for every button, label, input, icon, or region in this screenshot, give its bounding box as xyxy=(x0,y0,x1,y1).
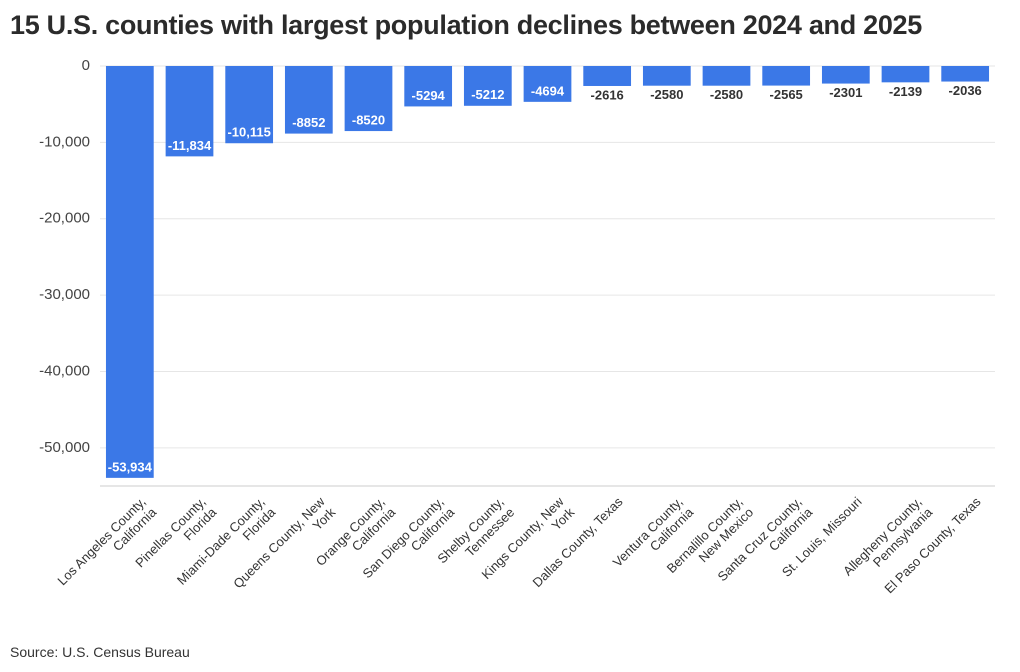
value-label: -4694 xyxy=(531,83,565,98)
chart-title: 15 U.S. counties with largest population… xyxy=(10,10,922,40)
bar xyxy=(821,66,870,84)
value-label: -2139 xyxy=(889,84,922,99)
bar xyxy=(881,66,930,83)
y-tick-label: -30,000 xyxy=(39,286,90,303)
value-label: -5212 xyxy=(471,87,504,102)
bar xyxy=(702,66,751,86)
value-label: -2580 xyxy=(650,87,683,102)
bar xyxy=(463,66,512,106)
value-label: -2036 xyxy=(949,83,982,98)
value-label: -11,834 xyxy=(168,138,212,153)
value-label: -2565 xyxy=(770,87,803,102)
bar xyxy=(284,66,333,134)
bar xyxy=(225,66,274,144)
y-tick-label: 0 xyxy=(82,57,90,74)
value-label: -2580 xyxy=(710,87,743,102)
value-label: -53,934 xyxy=(108,459,153,474)
bar xyxy=(404,66,453,107)
bar xyxy=(642,66,691,86)
value-label: -8520 xyxy=(352,112,385,127)
y-tick-label: -40,000 xyxy=(39,362,90,379)
bar xyxy=(941,66,990,82)
value-label: -5294 xyxy=(412,88,446,103)
bar xyxy=(523,66,572,102)
y-tick-label: -50,000 xyxy=(39,439,90,456)
y-tick-label: -10,000 xyxy=(39,133,90,150)
bar xyxy=(165,66,214,157)
bar xyxy=(344,66,393,132)
source-note: Source: U.S. Census Bureau xyxy=(10,644,190,660)
value-label: -10,115 xyxy=(227,125,270,140)
bar xyxy=(762,66,811,86)
value-label: -8852 xyxy=(292,115,325,130)
bar xyxy=(583,66,632,86)
value-label: -2301 xyxy=(829,85,862,100)
bar xyxy=(105,66,154,478)
y-tick-label: -20,000 xyxy=(39,210,90,227)
value-label: -2616 xyxy=(591,87,624,102)
